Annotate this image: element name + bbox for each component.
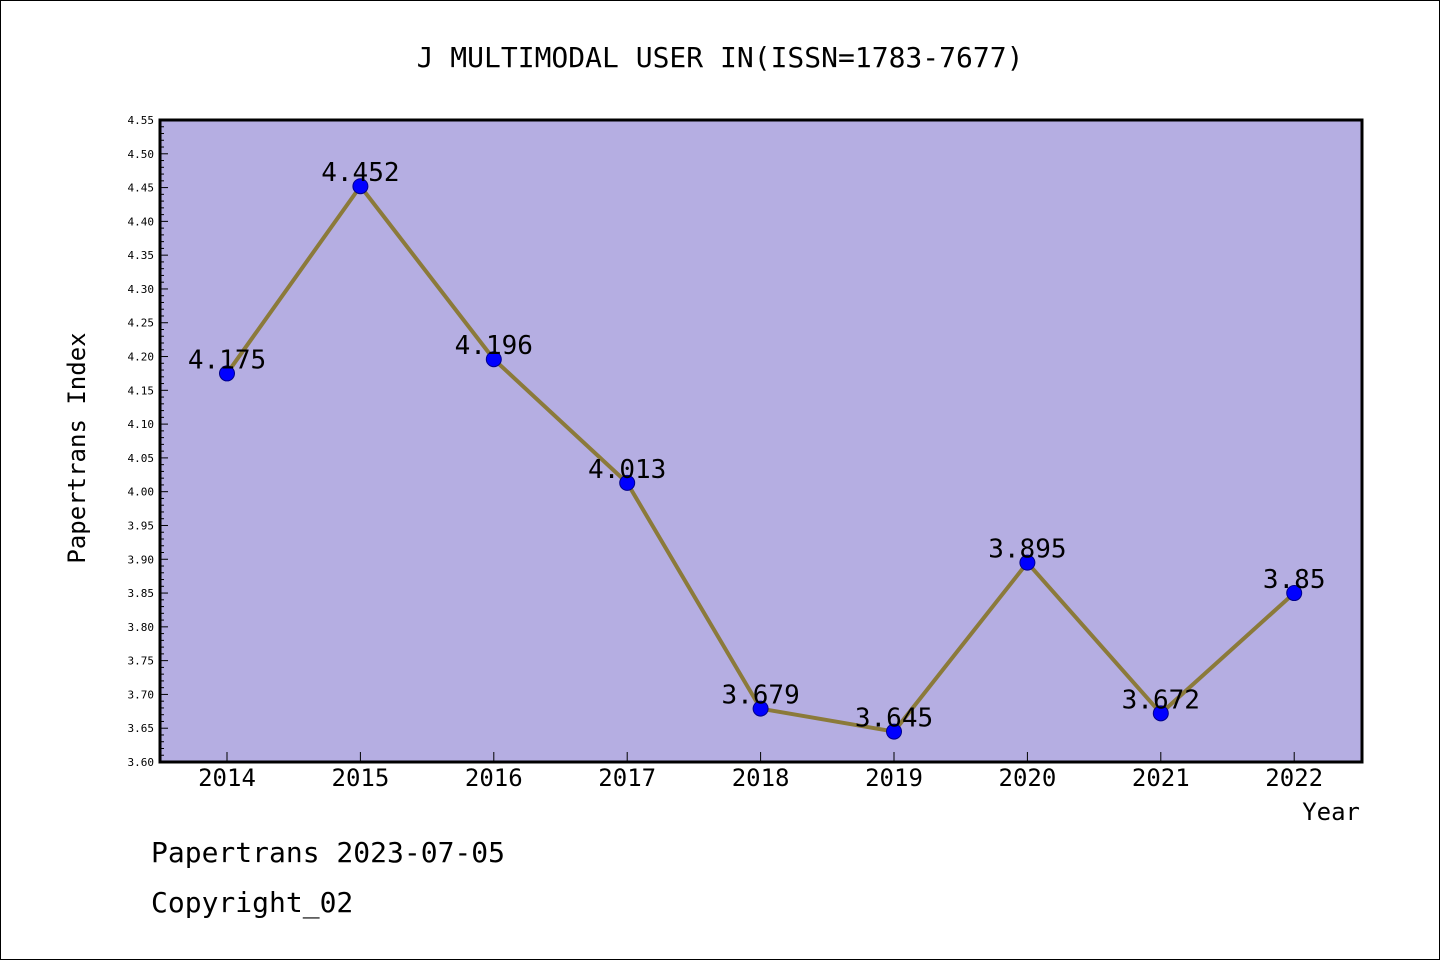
series-papertrans-index (219, 178, 1303, 740)
plot-area (158, 118, 1364, 764)
y-tick-label: 4.45 (128, 182, 155, 195)
data-point-2020 (1019, 554, 1036, 571)
y-tick-label: 3.80 (128, 621, 155, 634)
y-tick-label: 3.65 (128, 722, 155, 735)
y-axis-label: Papertrans Index (63, 332, 91, 563)
y-tick-label: 3.85 (128, 587, 155, 600)
data-label-2014: 4.175 (188, 345, 266, 375)
y-tick-label: 4.20 (128, 351, 155, 364)
data-label-2015: 4.452 (321, 158, 399, 188)
data-point-2015 (352, 178, 369, 195)
y-tick-label: 3.95 (128, 519, 155, 532)
data-point-2017 (619, 474, 636, 491)
data-label-2016: 4.196 (455, 331, 533, 361)
data-point-2022 (1286, 585, 1303, 602)
footer-date: Papertrans 2023-07-05 (151, 836, 506, 869)
y-tick-label: 4.25 (128, 317, 155, 330)
data-point-2018 (752, 700, 769, 717)
x-tick-label: 2015 (332, 764, 390, 792)
y-axis: 3.60 3.65 3.70 3.75 3.80 3.85 3.90 3.95 4.00 4.05… (128, 114, 168, 769)
data-point-2016 (485, 351, 502, 368)
y-tick-label: 3.75 (128, 655, 155, 668)
data-label-2022: 3.85 (1263, 565, 1326, 595)
data-point-2014 (219, 365, 235, 382)
data-label-2021: 3.672 (1122, 685, 1200, 715)
x-axis: 2014 2015 2016 2017 2018 2019 2020 2021 2022 (198, 752, 1323, 792)
x-tick-label: 2016 (465, 764, 523, 792)
y-tick-label: 4.30 (128, 283, 155, 296)
data-labels: 4.175 4.452 4.196 4.013 3.679 3.645 3.895 3.672… (188, 158, 1326, 733)
y-tick-label: 4.40 (128, 215, 155, 228)
data-label-2017: 4.013 (588, 455, 666, 485)
y-tick-label: 4.35 (128, 249, 155, 262)
x-tick-label: 2019 (865, 764, 923, 792)
x-tick-label: 2021 (1132, 764, 1190, 792)
data-point-2021 (1152, 705, 1169, 722)
y-tick-label: 4.55 (128, 114, 155, 127)
data-label-2019: 3.645 (855, 704, 933, 734)
x-tick-label: 2017 (598, 764, 656, 792)
y-tick-label: 4.00 (128, 486, 155, 499)
data-label-2020: 3.895 (988, 535, 1066, 565)
x-tick-label: 2022 (1265, 764, 1323, 792)
y-tick-label: 4.50 (128, 148, 155, 161)
y-tick-label: 4.15 (128, 384, 155, 397)
chart-title: J MULTIMODAL USER IN(ISSN=1783-7677) (417, 41, 1024, 74)
y-tick-label: 3.90 (128, 553, 155, 566)
y-tick-label: 3.70 (128, 688, 155, 701)
footer-copyright: Copyright_02 (151, 886, 354, 919)
data-point-2019 (886, 723, 902, 740)
y-tick-label: 4.10 (128, 418, 155, 431)
x-axis-label: Year (1302, 798, 1360, 826)
x-tick-label: 2018 (732, 764, 790, 792)
x-tick-label: 2020 (999, 764, 1057, 792)
x-tick-label: 2014 (198, 764, 256, 792)
y-tick-label: 4.05 (128, 452, 155, 465)
y-tick-label: 3.60 (128, 756, 155, 769)
data-label-2018: 3.679 (721, 681, 799, 711)
